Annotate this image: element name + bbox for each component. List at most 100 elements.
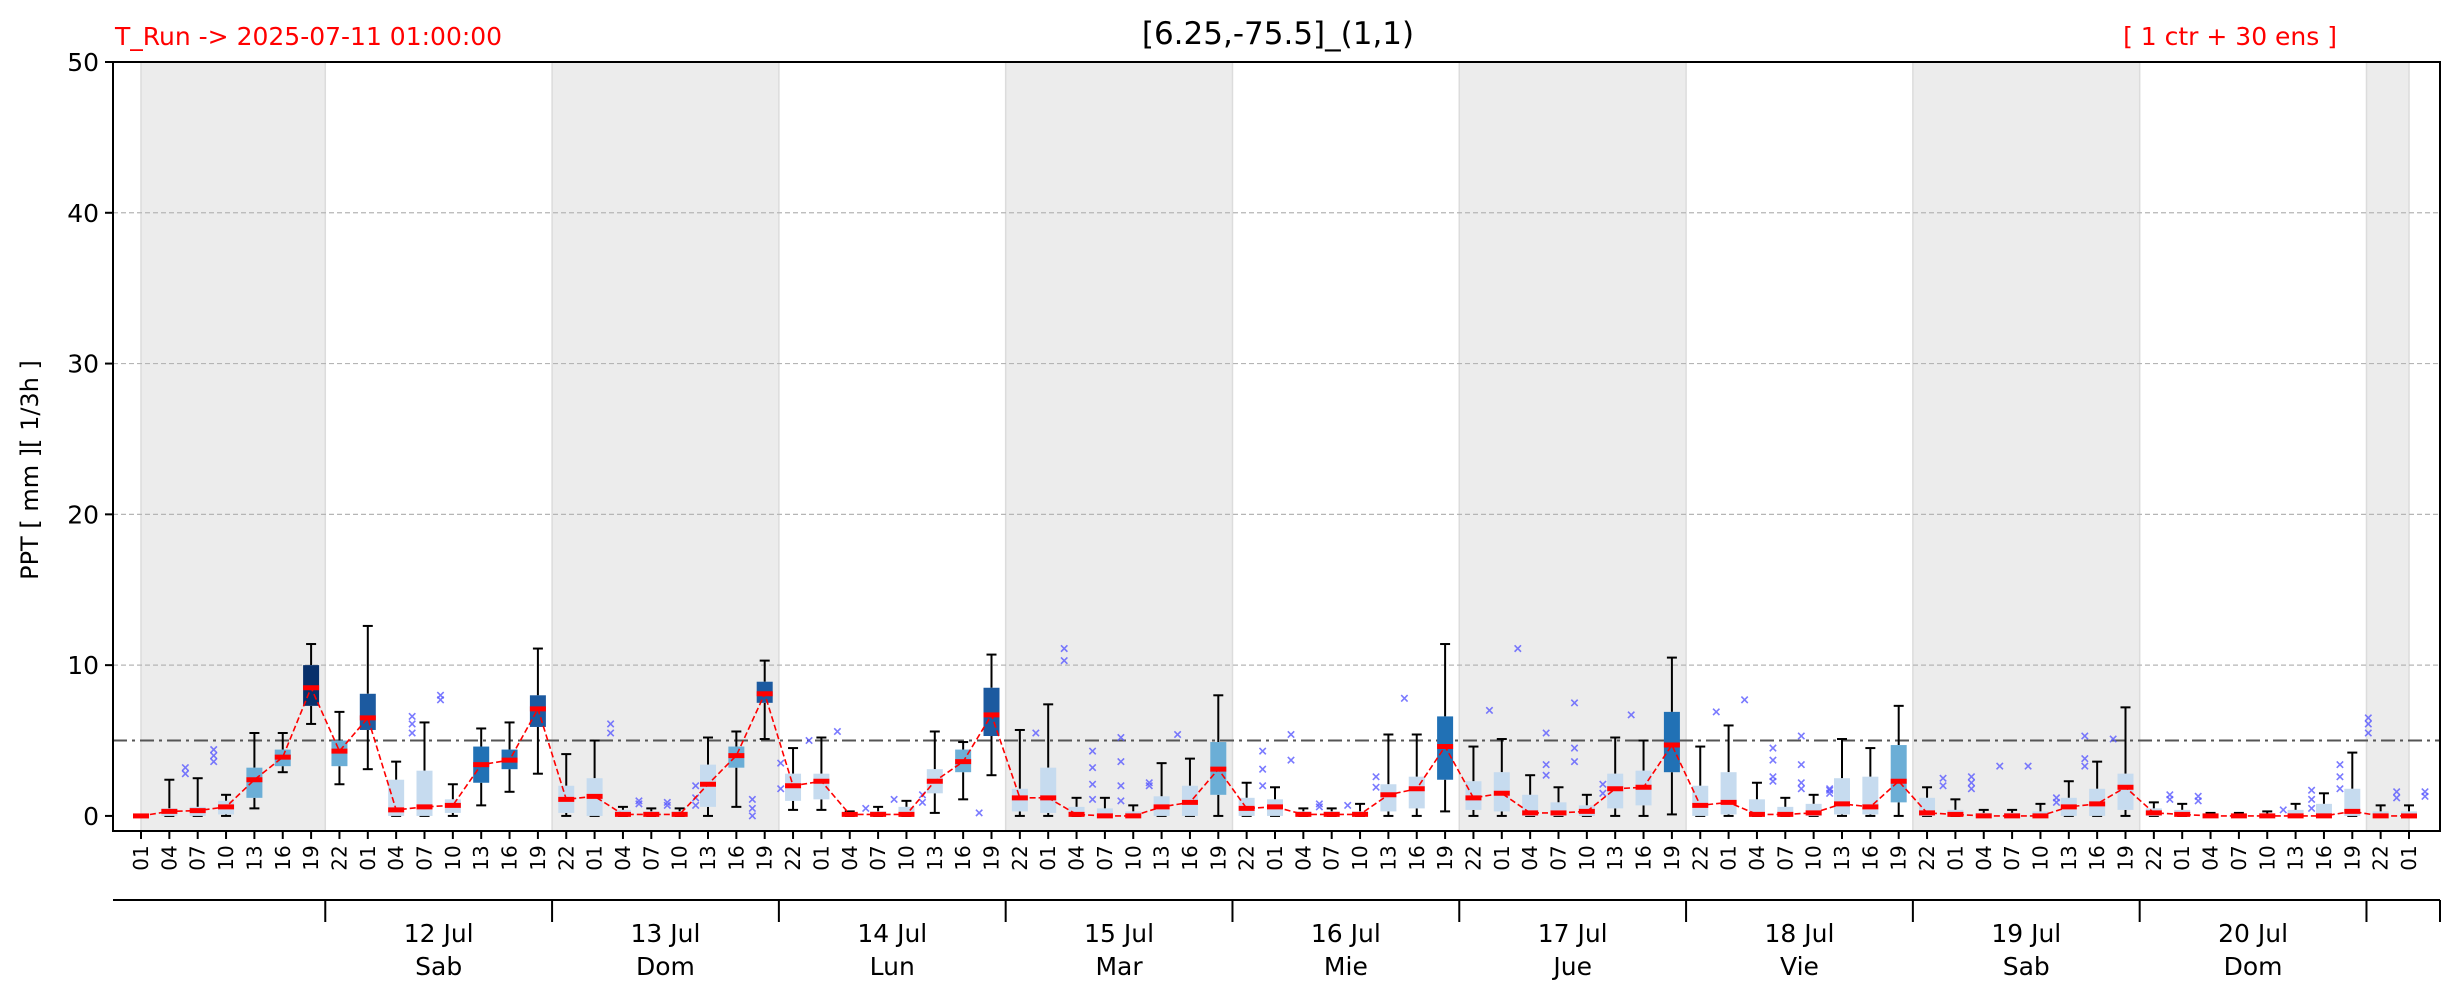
hour-label: 16 bbox=[2312, 845, 2336, 870]
iqr-box bbox=[359, 693, 376, 730]
hour-label: 19 bbox=[1660, 845, 1684, 870]
outlier-marker bbox=[2421, 792, 2429, 801]
iqr-box bbox=[1834, 778, 1850, 815]
iqr-box bbox=[2117, 773, 2134, 810]
hour-label: 10 bbox=[668, 845, 692, 870]
outlier-marker bbox=[408, 720, 416, 728]
hour-label: 19 bbox=[2340, 845, 2364, 870]
outlier-marker bbox=[2364, 729, 2373, 737]
day-date-label: 17 Jul bbox=[1538, 919, 1608, 948]
outlier-marker bbox=[748, 804, 757, 813]
box-8 bbox=[359, 624, 376, 771]
hour-label: 04 bbox=[1745, 845, 1769, 870]
hour-label: 07 bbox=[1773, 845, 1797, 870]
hour-label: 19 bbox=[980, 845, 1004, 870]
hour-label: 07 bbox=[2227, 845, 2251, 870]
outlier-marker bbox=[1287, 756, 1295, 764]
box-44 bbox=[1380, 694, 1409, 817]
hour-label: 01 bbox=[1036, 845, 1060, 870]
outlier-marker bbox=[2364, 714, 2373, 722]
outlier-marker bbox=[1627, 711, 1635, 719]
night-shade-band bbox=[1912, 62, 2140, 831]
y-tick-label: 50 bbox=[67, 48, 99, 77]
hour-label: 13 bbox=[923, 845, 947, 870]
outlier-marker bbox=[2392, 788, 2401, 796]
hour-label: 13 bbox=[1603, 845, 1627, 870]
outlier-marker bbox=[1542, 729, 1550, 737]
outlier-marker bbox=[1939, 781, 1947, 790]
iqr-box bbox=[813, 773, 830, 800]
hour-label: 22 bbox=[1461, 845, 1485, 870]
outlier-marker bbox=[1967, 785, 1976, 793]
outlier-marker bbox=[209, 751, 218, 760]
box-10 bbox=[416, 691, 445, 817]
hour-label: 10 bbox=[1348, 845, 1372, 870]
hour-label: 07 bbox=[1093, 845, 1117, 870]
hour-label: 22 bbox=[1008, 845, 1032, 870]
outlier-marker bbox=[1825, 786, 1834, 795]
outlier-marker bbox=[181, 769, 190, 778]
day-weekday-label: Dom bbox=[636, 952, 695, 981]
hour-label: 01 bbox=[129, 845, 153, 870]
outlier-marker bbox=[1315, 800, 1324, 808]
iqr-box bbox=[388, 779, 405, 816]
outlier-marker bbox=[833, 727, 842, 736]
hour-label: 22 bbox=[2369, 845, 2393, 870]
iqr-box bbox=[1777, 806, 1794, 816]
outlier-marker bbox=[2052, 798, 2061, 807]
outlier-marker bbox=[2024, 762, 2032, 770]
day-weekday-label: Sab bbox=[2003, 952, 2050, 981]
outlier-marker bbox=[2336, 772, 2344, 781]
box-70 bbox=[2117, 706, 2134, 817]
outlier-marker bbox=[918, 798, 927, 807]
outlier-marker bbox=[1258, 765, 1267, 773]
outlier-marker bbox=[2307, 795, 2316, 804]
night-shade-band bbox=[1459, 62, 1687, 831]
outlier-marker bbox=[2081, 754, 2089, 763]
hour-label: 16 bbox=[951, 845, 975, 870]
iqr-box bbox=[1663, 711, 1680, 773]
outlier-marker bbox=[1995, 762, 2004, 770]
outlier-marker bbox=[1372, 772, 1380, 781]
outlier-marker bbox=[1032, 729, 1040, 737]
iqr-box bbox=[1040, 767, 1057, 813]
outlier-marker bbox=[861, 804, 870, 813]
iqr-box bbox=[1096, 808, 1113, 816]
outlier-marker bbox=[1117, 797, 1125, 805]
outlier-marker bbox=[1088, 747, 1097, 755]
hour-label: 22 bbox=[2142, 845, 2166, 870]
outlier-marker bbox=[2307, 804, 2316, 813]
hour-label: 22 bbox=[1688, 845, 1712, 870]
hour-label: 10 bbox=[1802, 845, 1826, 870]
outlier-marker bbox=[1825, 789, 1834, 798]
outlier-marker bbox=[748, 812, 757, 820]
outlier-marker bbox=[1145, 778, 1154, 787]
outlier-marker bbox=[1060, 656, 1068, 665]
iqr-box bbox=[1692, 785, 1709, 816]
outlier-marker bbox=[606, 720, 615, 728]
iqr-box bbox=[246, 767, 263, 798]
outlier-marker bbox=[1258, 747, 1267, 755]
day-date-label: 20 Jul bbox=[2218, 919, 2288, 948]
outlier-marker bbox=[1485, 706, 1494, 715]
iqr-box bbox=[1408, 776, 1425, 809]
y-axis-label: PPT [ mm ][ 1/3h ] bbox=[16, 360, 44, 580]
hour-label: 04 bbox=[1972, 845, 1996, 870]
outlier-marker bbox=[181, 763, 190, 772]
outlier-marker bbox=[1117, 757, 1125, 766]
box-58 bbox=[1777, 732, 1806, 817]
box-56 bbox=[1720, 696, 1749, 817]
outlier-marker bbox=[2109, 735, 2117, 743]
y-tick-label: 40 bbox=[67, 199, 99, 228]
box-9 bbox=[388, 712, 416, 817]
night-shade-band bbox=[1005, 62, 1233, 831]
outlier-marker bbox=[1542, 760, 1550, 769]
outlier-marker bbox=[2392, 794, 2401, 802]
y-tick-label: 0 bbox=[83, 802, 99, 831]
outlier-marker bbox=[2166, 795, 2174, 804]
hour-label: 16 bbox=[498, 845, 522, 870]
hour-label: 10 bbox=[2028, 845, 2052, 870]
hour-label: 13 bbox=[2284, 845, 2308, 870]
hour-label: 13 bbox=[1376, 845, 1400, 870]
